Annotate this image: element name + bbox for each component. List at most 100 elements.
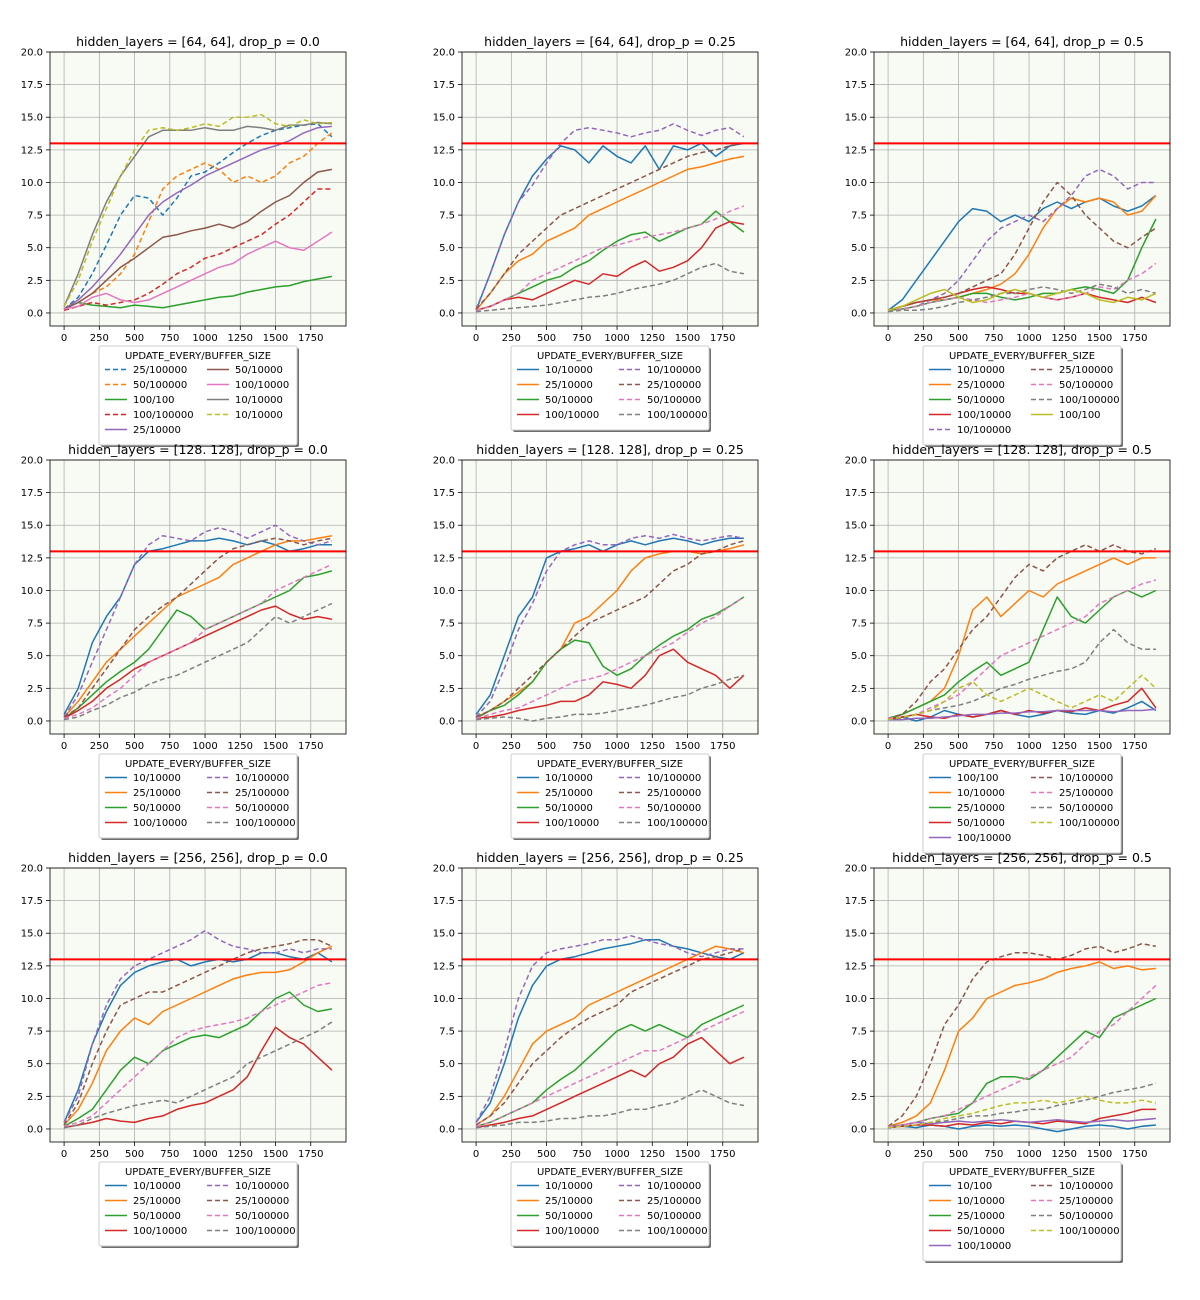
y-tick-label: 12.5 xyxy=(433,553,455,564)
series-line-25-100000 xyxy=(475,540,745,718)
legend-entry: 10/100 xyxy=(957,1181,992,1192)
y-tick-label: 7.5 xyxy=(439,619,455,630)
y-tick-label: 10.0 xyxy=(21,994,43,1005)
y-tick-label: 10.0 xyxy=(433,994,455,1005)
x-tick-label: 1500 xyxy=(1087,333,1112,344)
x-tick-label: 250 xyxy=(90,333,109,344)
legend-entry: 25/10000 xyxy=(545,1196,593,1207)
series-line-100-100 xyxy=(888,700,1157,722)
series-line-50-100000 xyxy=(63,563,333,720)
y-tick-label: 15.0 xyxy=(21,521,43,532)
series-line-50-10000 xyxy=(888,218,1157,312)
legend-entry: 10/10000 xyxy=(545,1181,593,1192)
subplot-title: hidden_layers = [256, 256], drop_p = 0.5 xyxy=(892,850,1152,865)
x-tick-label: 1750 xyxy=(298,333,323,344)
legend: UPDATE_EVERY/BUFFER_SIZE 10/10000 25/10000… xyxy=(922,345,1123,447)
x-tick-label: 1500 xyxy=(263,333,288,344)
legend: UPDATE_EVERY/BUFFER_SIZE 10/10000 25/10000… xyxy=(510,345,711,432)
x-tick-label: 1500 xyxy=(675,333,700,344)
series-line-100-10000 xyxy=(63,605,333,719)
y-tick-label: 10.0 xyxy=(845,178,867,189)
legend-entry: 100/10000 xyxy=(545,410,599,421)
legend-entry: 100/100 xyxy=(957,773,999,784)
y-tick-label: 17.5 xyxy=(433,80,455,91)
y-tick-label: 12.5 xyxy=(433,145,455,156)
y-tick-label: 17.5 xyxy=(433,488,455,499)
y-tick-label: 12.5 xyxy=(21,145,43,156)
x-tick-label: 1750 xyxy=(710,1149,735,1160)
y-tick-label: 12.5 xyxy=(845,553,867,564)
subplot-title: hidden_layers = [128. 128], drop_p = 0.2… xyxy=(476,442,744,457)
x-tick-label: 500 xyxy=(537,1149,556,1160)
x-tick-label: 250 xyxy=(502,333,521,344)
subplot-6: hidden_layers = [128. 128], drop_p = 0.5… xyxy=(845,442,1171,855)
legend-entry: 10/100000 xyxy=(957,425,1011,436)
legend-box xyxy=(922,345,1122,446)
y-tick-label: 17.5 xyxy=(433,896,455,907)
x-tick-label: 1000 xyxy=(192,1149,217,1160)
y-tick-label: 5.0 xyxy=(27,1059,43,1070)
subplot-title: hidden_layers = [256, 256], drop_p = 0.0 xyxy=(68,850,328,865)
x-tick-label: 1750 xyxy=(1122,1149,1147,1160)
y-tick-label: 7.5 xyxy=(851,1027,867,1038)
y-tick-label: 0.0 xyxy=(439,1124,455,1135)
legend-entry: 10/10000 xyxy=(235,410,283,421)
axes-frame xyxy=(49,459,347,735)
legend-entry: 10/100000 xyxy=(647,773,701,784)
axes-frame xyxy=(873,459,1171,735)
y-tick-label: 10.0 xyxy=(433,178,455,189)
x-tick-label: 1500 xyxy=(263,741,288,752)
legend-entry: 50/10000 xyxy=(545,1211,593,1222)
y-tick-label: 17.5 xyxy=(21,80,43,91)
series-line-10-10000 xyxy=(475,537,744,715)
legend-entry: 50/10000 xyxy=(235,365,283,376)
legend-entry: 10/100000 xyxy=(1059,1181,1113,1192)
y-tick-label: 15.0 xyxy=(845,113,867,124)
y-tick-label: 0.0 xyxy=(27,308,43,319)
subplot-3: hidden_layers = [64, 64], drop_p = 0.5 0 2… xyxy=(845,34,1171,447)
y-tick-label: 17.5 xyxy=(845,896,867,907)
series-line-50-100000 xyxy=(888,1082,1157,1129)
y-tick-label: 20.0 xyxy=(845,864,867,875)
legend-entry: 25/10000 xyxy=(133,425,181,436)
x-tick-label: 0 xyxy=(61,741,67,752)
series-line-25-100000 xyxy=(888,984,1157,1128)
series-line-50-100000 xyxy=(888,628,1156,721)
x-tick-label: 750 xyxy=(572,1149,591,1160)
subplot-1: hidden_layers = [64, 64], drop_p = 0.0 0 2… xyxy=(21,34,347,447)
series-line-10-10000 xyxy=(887,557,1156,720)
axes-frame xyxy=(873,867,1171,1143)
x-tick-label: 500 xyxy=(537,741,556,752)
x-tick-label: 500 xyxy=(125,741,144,752)
y-tick-label: 2.5 xyxy=(851,276,867,287)
series-line-25-10000 xyxy=(475,155,745,311)
series-line-50-10000 xyxy=(475,596,745,719)
legend-entry: 100/10000 xyxy=(957,410,1011,421)
y-tick-label: 12.5 xyxy=(21,961,43,972)
y-tick-label: 10.0 xyxy=(845,586,867,597)
y-tick-label: 15.0 xyxy=(433,113,455,124)
subplot-title: hidden_layers = [256, 256], drop_p = 0.2… xyxy=(476,850,744,865)
legend-entry: 25/10000 xyxy=(957,1211,1005,1222)
x-tick-label: 250 xyxy=(90,1149,109,1160)
x-tick-label: 0 xyxy=(473,333,479,344)
subplot-2: hidden_layers = [64, 64], drop_p = 0.25 0… xyxy=(433,34,759,432)
series-line-100-10000 xyxy=(887,286,1157,312)
y-tick-label: 0.0 xyxy=(27,1124,43,1135)
y-tick-label: 10.0 xyxy=(21,178,43,189)
series-line-100-100000 xyxy=(887,674,1157,721)
series-line-100-100000 xyxy=(63,188,332,312)
y-tick-label: 7.5 xyxy=(27,1027,43,1038)
legend-entry: 100/100000 xyxy=(1059,818,1120,829)
y-tick-label: 7.5 xyxy=(27,211,43,222)
series-line-100-10000 xyxy=(475,1036,745,1129)
legend-box xyxy=(922,753,1122,854)
legend-entry: 10/10000 xyxy=(957,788,1005,799)
y-tick-label: 2.5 xyxy=(439,1092,455,1103)
legend-entry: 100/10000 xyxy=(133,1226,187,1237)
axes-frame xyxy=(461,459,759,735)
y-tick-label: 17.5 xyxy=(21,488,43,499)
series-line-100-10000 xyxy=(887,1117,1156,1129)
x-tick-label: 1000 xyxy=(604,741,629,752)
x-tick-label: 0 xyxy=(885,741,891,752)
